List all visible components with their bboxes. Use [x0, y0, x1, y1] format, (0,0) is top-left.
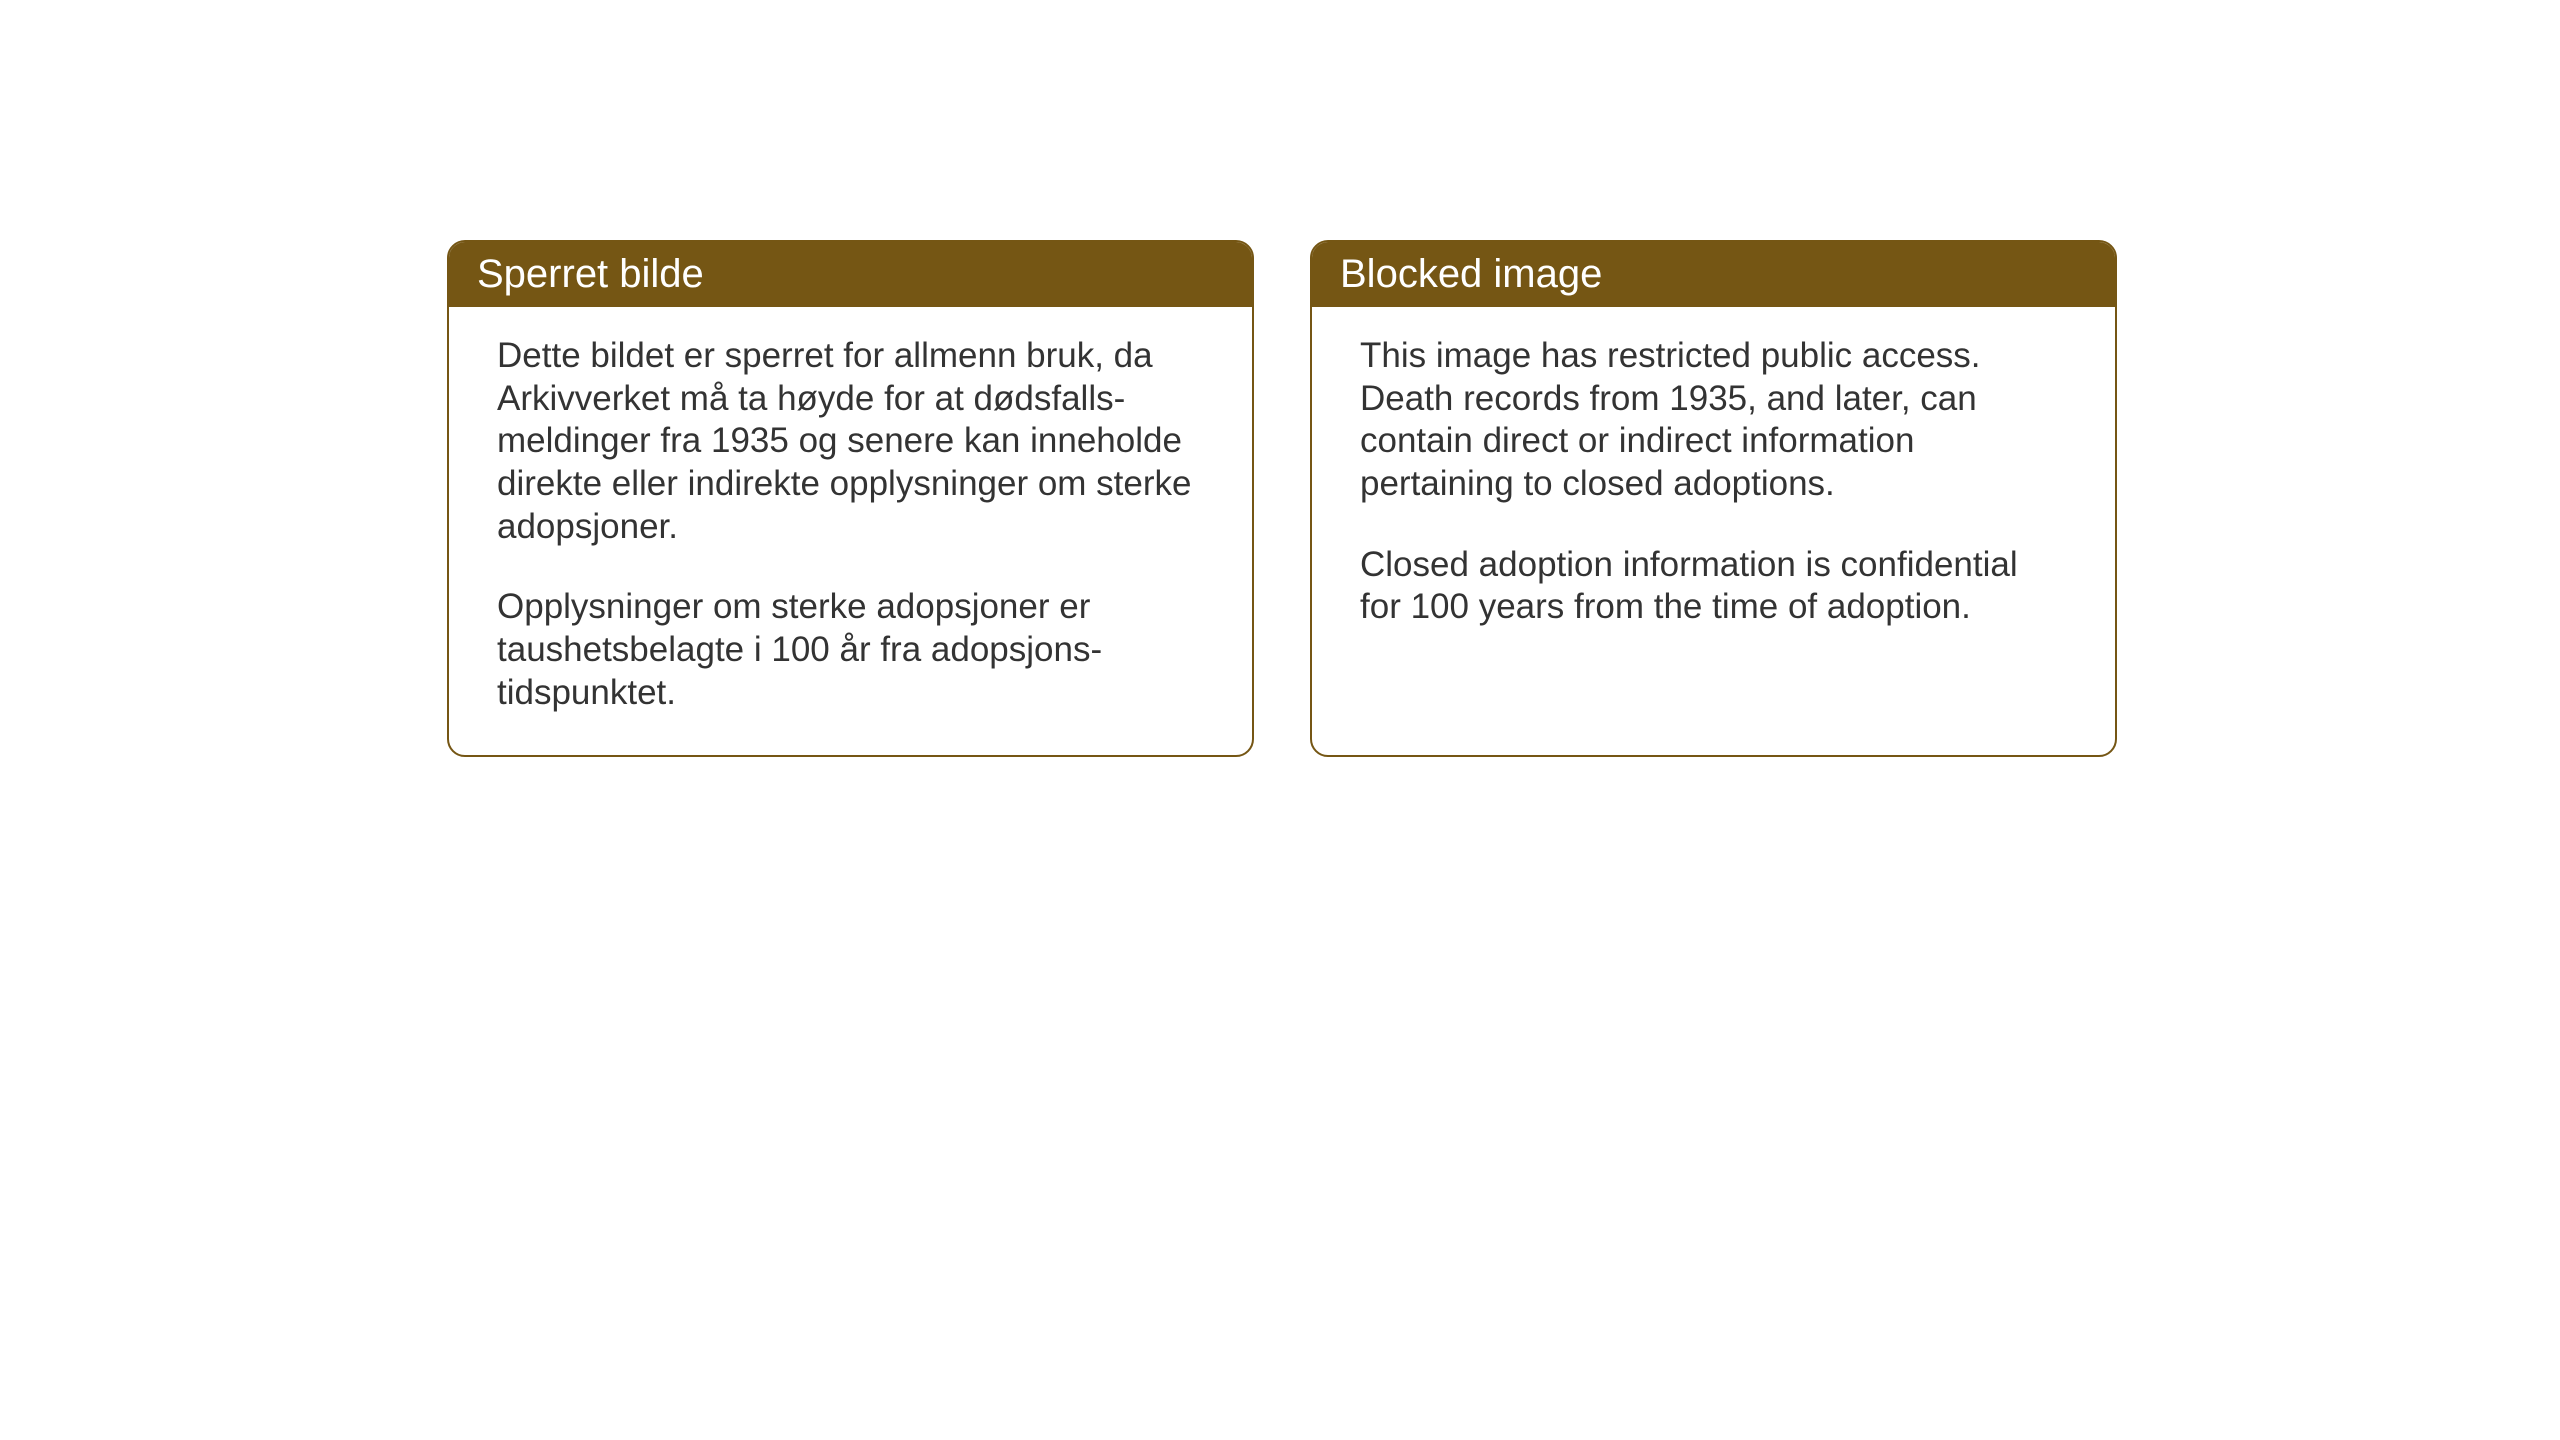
- norwegian-notice-card: Sperret bilde Dette bildet er sperret fo…: [447, 240, 1254, 757]
- english-card-header: Blocked image: [1312, 242, 2115, 307]
- norwegian-card-header: Sperret bilde: [449, 242, 1252, 307]
- english-paragraph-2: Closed adoption information is confident…: [1360, 544, 2067, 629]
- norwegian-paragraph-1: Dette bildet er sperret for allmenn bruk…: [497, 335, 1204, 548]
- english-paragraph-1: This image has restricted public access.…: [1360, 335, 2067, 506]
- english-card-body: This image has restricted public access.…: [1312, 307, 2115, 669]
- notice-container: Sperret bilde Dette bildet er sperret fo…: [447, 240, 2117, 757]
- norwegian-card-body: Dette bildet er sperret for allmenn bruk…: [449, 307, 1252, 755]
- english-notice-card: Blocked image This image has restricted …: [1310, 240, 2117, 757]
- english-card-title: Blocked image: [1340, 252, 1602, 296]
- norwegian-card-title: Sperret bilde: [477, 252, 704, 296]
- norwegian-paragraph-2: Opplysninger om sterke adopsjoner er tau…: [497, 586, 1204, 714]
